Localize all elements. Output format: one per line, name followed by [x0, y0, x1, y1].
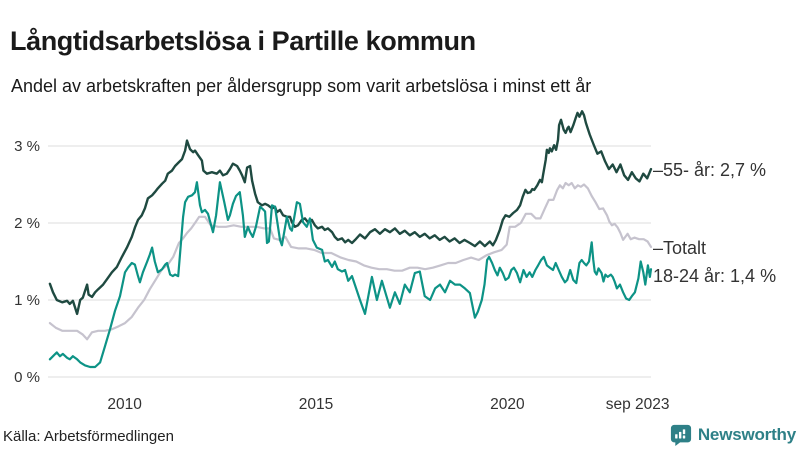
page-subtitle: Andel av arbetskraften per åldersgrupp s… — [11, 76, 592, 96]
series-annotation-55-ar: –55- år: 2,7 % — [653, 160, 766, 180]
source-attribution: Källa: Arbetsförmedlingen — [3, 428, 174, 445]
page-title: Långtidsarbetslösa i Partille kommun — [10, 26, 476, 57]
x-axis-label: 2020 — [490, 396, 525, 413]
y-axis-label: 1 % — [14, 292, 40, 309]
x-axis-label: sep 2023 — [606, 396, 670, 413]
series-annotation-totalt: –Totalt — [653, 238, 706, 258]
series-line-55-ar — [48, 110, 653, 316]
newsworthy-logo-icon — [670, 424, 692, 446]
newsworthy-wordmark: Newsworthy — [697, 425, 796, 444]
x-axis-label: 2010 — [107, 396, 142, 413]
series-line-18-24-ar — [48, 181, 653, 369]
y-axis-label: 2 % — [14, 215, 40, 232]
y-axis-label: 0 % — [14, 369, 40, 386]
newsworthy-brand: Newsworthy — [670, 424, 796, 446]
series-line-totalt — [48, 181, 653, 341]
y-axis-label: 3 % — [14, 138, 40, 155]
series-annotation-18-24-ar: 18-24 år: 1,4 % — [653, 266, 776, 286]
x-axis-label: 2015 — [299, 396, 333, 413]
